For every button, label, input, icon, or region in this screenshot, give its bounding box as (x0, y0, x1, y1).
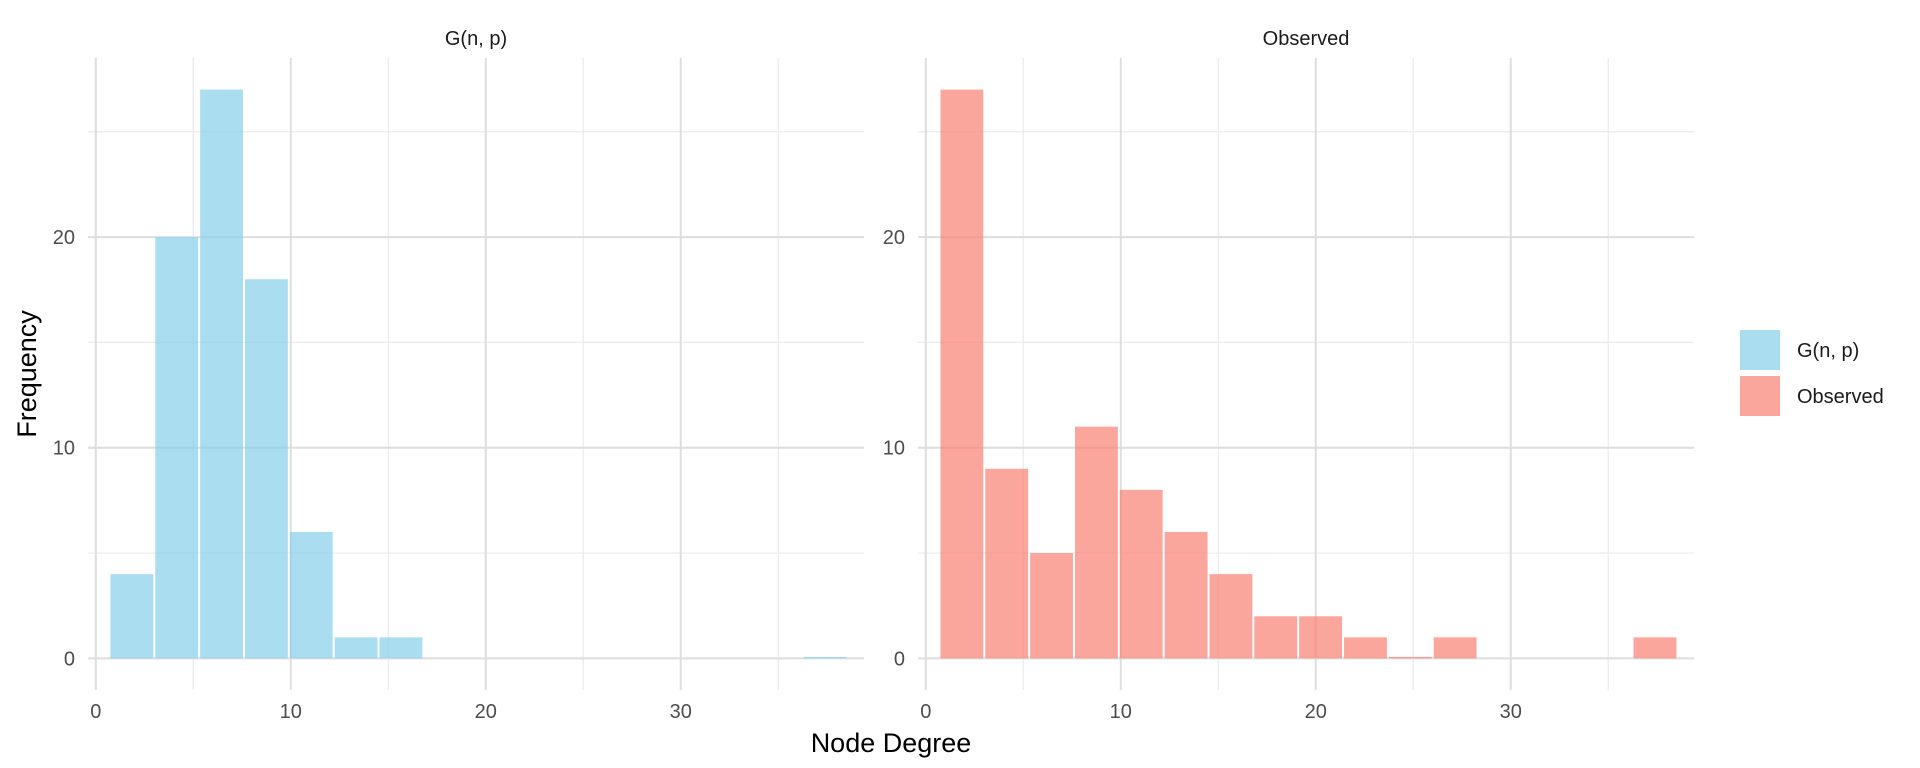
y-tick-label: 20 (883, 227, 905, 249)
histogram-bar (200, 89, 243, 659)
x-tick-label: 20 (1305, 701, 1327, 723)
histogram-bar (1119, 489, 1163, 659)
x-tick-label: 10 (280, 701, 302, 723)
histogram-bar (1344, 637, 1387, 659)
facet-title: G(n, p) (445, 28, 507, 50)
histogram-bar (1164, 532, 1208, 659)
histogram-bar (985, 468, 1029, 659)
histogram-bar (940, 89, 984, 659)
x-tick-label: 30 (1500, 701, 1522, 723)
histogram-bar (379, 637, 423, 659)
facet-title: Observed (1263, 28, 1350, 50)
y-tick-label: 0 (64, 648, 75, 670)
legend-label: Observed (1797, 386, 1884, 408)
legend: G(n, p) Observed (1740, 330, 1884, 416)
legend-key (1740, 376, 1780, 416)
y-axis-title: Frequency (12, 310, 42, 438)
histogram-bar (289, 532, 333, 659)
histogram-bar (1209, 574, 1253, 659)
histogram-bar (334, 637, 378, 659)
x-tick-label: 0 (90, 701, 101, 723)
histogram-bar (1254, 616, 1298, 659)
x-tick-label: 10 (1110, 701, 1132, 723)
x-tick-label: 20 (475, 701, 497, 723)
facet-panel-2: Observed 0 10 20 30 0 10 20 (883, 28, 1694, 723)
histogram-bar (1030, 553, 1073, 659)
legend-key (1740, 330, 1780, 370)
histogram-bar (244, 279, 288, 659)
histogram-bar (1388, 656, 1432, 659)
histogram-bar (1433, 637, 1477, 659)
histogram-bar (110, 574, 154, 659)
histogram-bar (1074, 426, 1118, 659)
legend-label: G(n, p) (1797, 340, 1859, 362)
y-tick-label: 10 (883, 438, 905, 460)
y-tick-label: 20 (53, 227, 75, 249)
x-axis-title: Node Degree (811, 728, 972, 758)
y-tick-label: 10 (53, 438, 75, 460)
histogram-bar (1299, 616, 1343, 659)
histogram-bar (1633, 637, 1677, 659)
histogram-bar (803, 656, 847, 659)
facet-panel-1: G(n, p) 0 10 20 30 0 10 20 (53, 28, 864, 723)
histogram-bar (155, 237, 199, 659)
x-tick-label: 0 (920, 701, 931, 723)
x-tick-label: 30 (670, 701, 692, 723)
y-tick-label: 0 (894, 648, 905, 670)
